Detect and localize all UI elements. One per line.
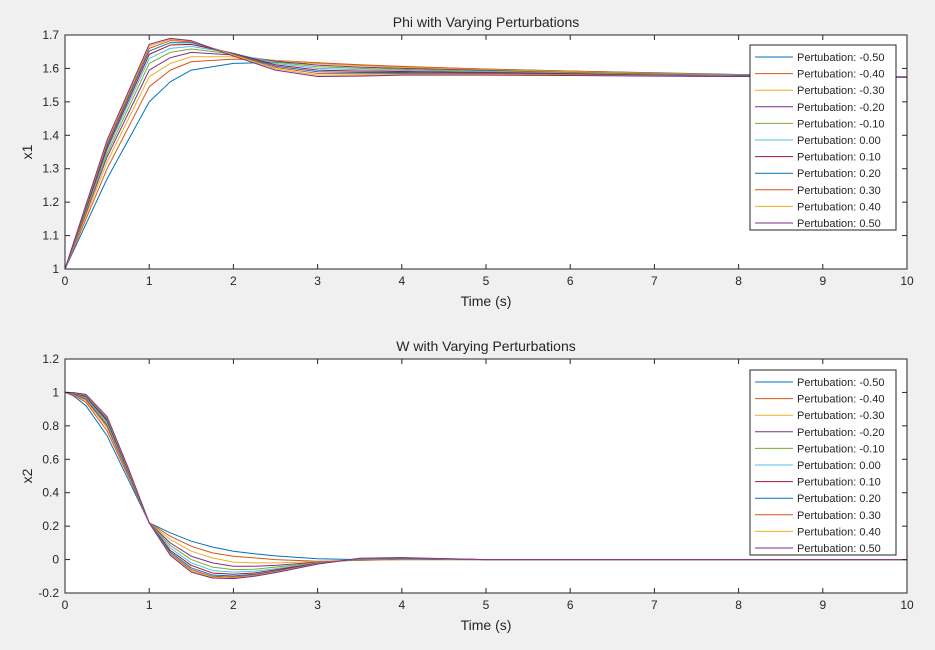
x-tick-label: 3 [314,274,321,288]
series-line-10 [65,391,907,580]
legend: Pertubation: -0.50 Pertubation: -0.40 Pert… [749,369,897,556]
x-tick-label: 4 [398,274,405,288]
y-axis-label: x2 [19,468,35,483]
legend-entry-label: Pertubation: 0.50 [797,218,881,230]
series-group [65,391,907,580]
legend-entry-label: Pertubation: 0.20 [797,493,881,505]
x-tick-label: 4 [398,598,405,612]
legend-entry-label: Pertubation: 0.10 [797,152,881,164]
legend-entry-label: Pertubation: 0.50 [797,543,881,555]
legend-entry-label: Pertubation: 0.20 [797,168,881,180]
y-tick-label: 1.7 [42,28,59,42]
x-tick-label: 0 [62,598,69,612]
legend-entry-label: Pertubation: 0.40 [797,526,881,538]
legend-entry-label: Pertubation: 0.30 [797,510,881,522]
y-tick-label: 1 [52,385,59,399]
x-tick-label: 3 [314,598,321,612]
y-tick-label: 0.4 [42,486,59,500]
x-axis-label: Time (s) [461,293,512,309]
legend-entry-label: Pertubation: -0.30 [797,85,884,97]
legend-box [749,44,897,231]
y-tick-label: 0 [52,553,59,567]
y-tick-label: 1.2 [42,195,59,209]
legend-entry-label: Pertubation: -0.50 [797,377,884,389]
legend-entry-label: Pertubation: 0.30 [797,185,881,197]
x-tick-label: 2 [230,274,237,288]
legend-entry-label: Pertubation: -0.30 [797,410,884,422]
y-tick-label: 1.5 [42,95,59,109]
x-tick-label: 1 [146,274,153,288]
legend-entry-label: Pertubation: -0.10 [797,118,884,130]
y-tick-label: 0.2 [42,519,59,533]
x-tick-label: 7 [651,274,658,288]
legend-entry-label: Pertubation: 0.00 [797,135,881,147]
x-tick-label: 0 [62,274,69,288]
y-axis-label: x1 [19,144,35,159]
series-line-2 [65,56,907,269]
x-tick-label: 10 [900,598,914,612]
legend-entry-label: Pertubation: -0.40 [797,394,884,406]
y-tick-label: 1.1 [42,229,59,243]
legend-entry-label: Pertubation: 0.00 [797,460,881,472]
y-tick-label: 1.3 [42,162,59,176]
x-tick-label: 7 [651,598,658,612]
chart-title: Phi with Varying Perturbations [393,14,580,30]
legend-entry-label: Pertubation: -0.20 [797,102,884,114]
y-tick-label: 1.4 [42,128,59,142]
x-tick-label: 2 [230,598,237,612]
x-tick-label: 9 [819,274,826,288]
x-tick-label: 8 [735,598,742,612]
legend-entry-label: Pertubation: -0.10 [797,443,884,455]
x-tick-label: 9 [819,598,826,612]
chart-title: W with Varying Perturbations [396,338,575,354]
y-tick-label: 0.8 [42,419,59,433]
x-tick-label: 8 [735,274,742,288]
legend-entry-label: Pertubation: -0.40 [797,69,884,81]
x-tick-label: 5 [483,274,490,288]
legend-entry-label: Pertubation: 0.10 [797,477,881,489]
x-tick-label: 5 [483,598,490,612]
x-tick-label: 6 [567,274,574,288]
legend-entry-label: Pertubation: -0.20 [797,427,884,439]
y-tick-label: -0.2 [38,586,59,600]
w-chart: 0 1 2 3 4 5 6 7 8 9 10-0.200.20.40.60.811.2W with … [19,338,914,633]
y-tick-label: 0.6 [42,452,59,466]
legend-box [749,369,897,556]
legend-entry-label: Pertubation: 0.40 [797,201,881,213]
y-tick-label: 1.6 [42,61,59,75]
series-group [65,37,907,269]
x-axis-label: Time (s) [461,617,512,633]
legend-entry-label: Pertubation: -0.50 [797,52,884,64]
y-tick-label: 1.2 [42,352,59,366]
x-tick-label: 10 [900,274,914,288]
x-tick-label: 1 [146,598,153,612]
x-tick-label: 6 [567,598,574,612]
y-tick-label: 1 [52,262,59,276]
series-line-10 [65,37,907,269]
legend: Pertubation: -0.50 Pertubation: -0.40 Pert… [749,44,897,231]
